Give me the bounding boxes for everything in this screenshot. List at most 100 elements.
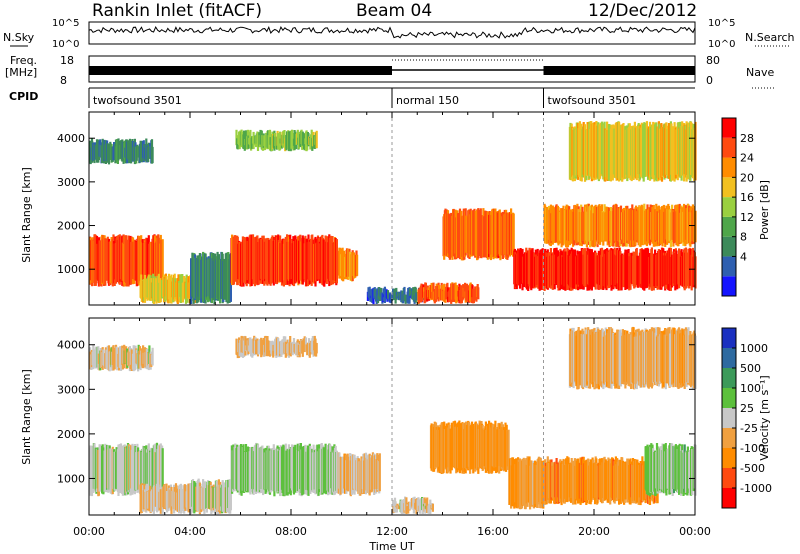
range-cell (404, 295, 407, 304)
colorbar-swatch (722, 177, 736, 198)
range-cell (229, 481, 232, 511)
cpid-segments: twofsound 3501 normal 150 twofsound 3501 (88, 88, 636, 108)
ytick-label: 2000 (57, 220, 85, 233)
velocity-colorbar: 1000 500 100 25 -25 -100 -500 -1000 (721, 327, 772, 509)
colorbar-tick-label: -100 (740, 442, 765, 455)
nsky-tick-top: 10^5 (52, 18, 79, 29)
range-cell (356, 254, 359, 276)
freq-tick-top: 18 (60, 54, 74, 67)
date-title: 12/Dec/2012 (588, 1, 697, 21)
xtick-label: 16:00 (477, 525, 509, 538)
colorbar-tick-label: 16 (740, 191, 754, 204)
nsky-line (88, 25, 696, 39)
range-cell (422, 498, 425, 509)
colorbar-frame (721, 117, 737, 297)
colorbar-swatch (722, 137, 736, 158)
cpid-label: CPID (9, 90, 38, 103)
ytick-label: 4000 (57, 339, 85, 352)
range-cell (398, 505, 401, 507)
range-cell (283, 130, 286, 146)
range-cell (161, 239, 164, 286)
colorbar-frame (721, 327, 737, 509)
range-cell (397, 291, 400, 298)
xtick-label: 00:00 (73, 525, 105, 538)
cpid-segment-label: normal 150 (396, 94, 459, 107)
colorbar-tick-label: -500 (740, 462, 765, 475)
colorbar-tick-label: 8 (740, 231, 747, 244)
nsky-trace (88, 25, 696, 39)
range-cell (151, 347, 154, 366)
radar-title: Rankin Inlet (fitACF) (92, 1, 262, 21)
range-cell (161, 448, 164, 491)
colorbar-swatch (722, 157, 736, 178)
colorbar-tick-label: 1000 (740, 342, 768, 355)
cpid-row: CPID twofsound 3501 normal 150 twofsound 3… (9, 87, 695, 108)
colorbar-tick-label: 100 (740, 382, 761, 395)
power-ylabel: Slant Range [km] (20, 167, 33, 263)
colorbar-swatch (722, 388, 736, 408)
colorbar-tick-label: 24 (740, 152, 754, 165)
range-cell (386, 296, 389, 302)
colorbar-swatch (722, 256, 736, 277)
xtick-label: 08:00 (275, 525, 307, 538)
range-cell (407, 505, 410, 514)
nsky-panel: N.Sky 10^5 10^0 10^5 10^0 N.Search (3, 18, 795, 50)
ytick-label: 1000 (57, 472, 85, 485)
range-cell (384, 288, 387, 300)
colorbar-tick-label: 28 (740, 132, 754, 145)
range-cell (464, 282, 467, 298)
range-cell (397, 504, 400, 510)
colorbar-swatch (722, 408, 736, 428)
nave-label: Nave (746, 66, 774, 79)
range-cell (412, 497, 415, 510)
range-cell (369, 289, 372, 302)
range-cell (378, 453, 381, 492)
power-colorbar-label: Power [dB] (758, 180, 771, 240)
range-cell (315, 130, 318, 149)
velocity-axes: 1000 2000 3000 4000 (57, 318, 696, 515)
power-panel: 1000 2000 3000 4000 Slant Range [km] 28 24 20… (20, 111, 771, 306)
range-cell (385, 289, 388, 299)
colorbar-tick-label: 20 (740, 171, 754, 184)
freq-panel: Freq. [MHz] 18 8 80 0 Nave (5, 54, 775, 89)
range-cell (412, 506, 415, 514)
colorbar-swatch (722, 348, 736, 368)
nsky-label: N.Sky (3, 31, 35, 44)
range-cell (454, 282, 457, 300)
freq-tick-bottom: 8 (60, 74, 67, 87)
nave-tick-bottom: 0 (706, 74, 713, 87)
xtick-label: 00:00 (679, 525, 711, 538)
power-colorbar: 28 24 20 16 12 8 4 (721, 117, 754, 297)
colorbar-tick-label: 4 (740, 250, 747, 263)
range-cell (406, 504, 409, 507)
nave-tick-top: 80 (706, 54, 720, 67)
colorbar-tick-label: 12 (740, 211, 754, 224)
range-cell (409, 505, 412, 510)
range-cell (315, 343, 318, 354)
xtick-label: 12:00 (376, 525, 408, 538)
beam-title: Beam 04 (356, 1, 432, 21)
colorbar-swatch (722, 236, 736, 257)
colorbar-swatch (722, 216, 736, 237)
freq-unit-label: [MHz] (5, 66, 37, 79)
range-cell (507, 429, 510, 470)
range-cell (376, 288, 379, 301)
colorbar-swatch (722, 276, 736, 296)
range-cell (235, 129, 238, 146)
xtick-label: 04:00 (174, 525, 206, 538)
time-axis-ticks: 00:00 04:00 08:00 12:00 16:00 20:00 00:00 (73, 525, 711, 538)
cpid-segment-label: twofsound 3501 (93, 94, 182, 107)
range-cell (477, 287, 480, 300)
velocity-ylabel: Slant Range [km] (20, 369, 33, 465)
range-cell (296, 129, 299, 145)
colorbar-tick-label: 500 (740, 362, 761, 375)
nsky-tick-bottom: 10^0 (52, 39, 79, 50)
range-cell (367, 287, 370, 297)
freq-band-left (89, 66, 392, 75)
nsearch-tick-bottom: 10^0 (708, 39, 735, 50)
range-cell (395, 505, 398, 513)
ytick-label: 3000 (57, 176, 85, 189)
time-axis-label: Time UT (368, 540, 414, 553)
xtick-label: 20:00 (578, 525, 610, 538)
